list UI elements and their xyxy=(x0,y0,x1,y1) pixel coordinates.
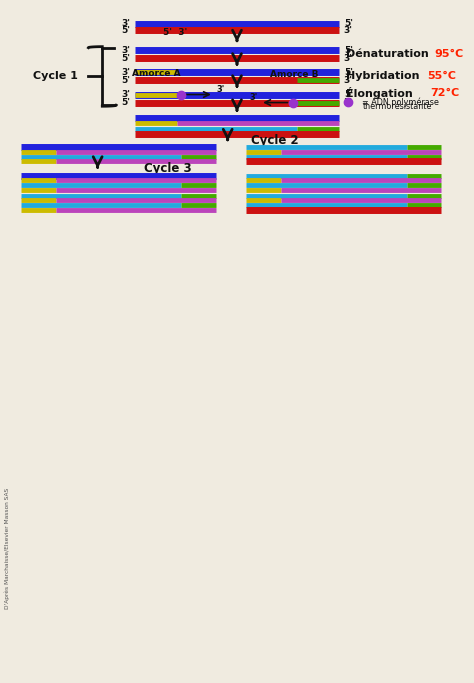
Text: 3': 3' xyxy=(344,54,353,63)
Text: 5': 5' xyxy=(344,68,353,77)
Text: 5': 5' xyxy=(344,46,353,55)
Text: Cycle 1: Cycle 1 xyxy=(33,72,77,81)
Text: 5': 5' xyxy=(344,90,353,99)
Text: Amorce A: Amorce A xyxy=(132,69,181,78)
Text: D'Après Marchaisse/Elsevier Masson SAS: D'Après Marchaisse/Elsevier Masson SAS xyxy=(4,488,10,609)
Text: 55°C: 55°C xyxy=(428,72,456,81)
Text: 5': 5' xyxy=(121,26,130,35)
Text: 3': 3' xyxy=(344,76,353,85)
Text: 5': 5' xyxy=(121,98,130,107)
Text: 3': 3' xyxy=(216,85,224,94)
Text: 3': 3' xyxy=(121,90,130,99)
Text: 3': 3' xyxy=(344,26,353,35)
Text: Élongation: Élongation xyxy=(346,87,420,99)
Text: thermorésistante: thermorésistante xyxy=(363,102,432,111)
Text: 5': 5' xyxy=(121,76,130,85)
Text: 3': 3' xyxy=(121,19,130,28)
Text: 3': 3' xyxy=(250,93,258,102)
Text: 5': 5' xyxy=(344,19,353,28)
Text: 5': 5' xyxy=(121,54,130,63)
Text: 95°C: 95°C xyxy=(434,49,464,59)
Text: Cycle 2: Cycle 2 xyxy=(251,134,299,147)
Text: Hybridation: Hybridation xyxy=(346,72,424,81)
Text: Dénaturation: Dénaturation xyxy=(346,49,433,59)
Text: 3': 3' xyxy=(121,46,130,55)
Text: 3': 3' xyxy=(344,98,353,107)
Text: 3': 3' xyxy=(121,68,130,77)
Text: 5'  3': 5' 3' xyxy=(163,28,187,37)
Text: = ADN polymérase: = ADN polymérase xyxy=(363,97,439,107)
Text: 72°C: 72°C xyxy=(430,88,459,98)
Text: Cycle 3: Cycle 3 xyxy=(144,162,191,175)
Text: Amorce B: Amorce B xyxy=(270,70,318,79)
